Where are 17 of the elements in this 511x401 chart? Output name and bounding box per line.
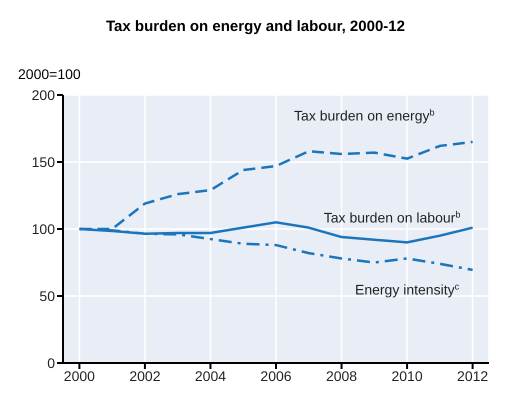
- x-tick-label: 2012: [457, 368, 488, 384]
- y-tick-label: 150: [32, 154, 56, 170]
- y-tick-label: 0: [47, 354, 56, 371]
- series-label: Tax burden on labour$^{b}$: [324, 209, 460, 226]
- y-tick-label: 50: [39, 288, 56, 304]
- x-tick-label: 2006: [260, 368, 292, 384]
- x-tick-label: 2008: [326, 368, 358, 384]
- y-tick-label: 200: [32, 86, 56, 103]
- y-tick-label: 100: [32, 220, 56, 237]
- chart-title: Tax burden on energy and labour, 2000-12: [105, 18, 406, 35]
- x-tick-label: 2002: [129, 368, 161, 384]
- x-tick-label: 2000: [64, 368, 96, 384]
- series-label: Energy intensity$^{c}$: [355, 281, 460, 298]
- series-label: Tax burden on energy$^{b}$: [294, 108, 435, 124]
- x-tick-label: 2010: [392, 368, 423, 384]
- y-axis-title: 2000=100: [18, 66, 81, 82]
- x-tick-label: 2004: [194, 368, 226, 384]
